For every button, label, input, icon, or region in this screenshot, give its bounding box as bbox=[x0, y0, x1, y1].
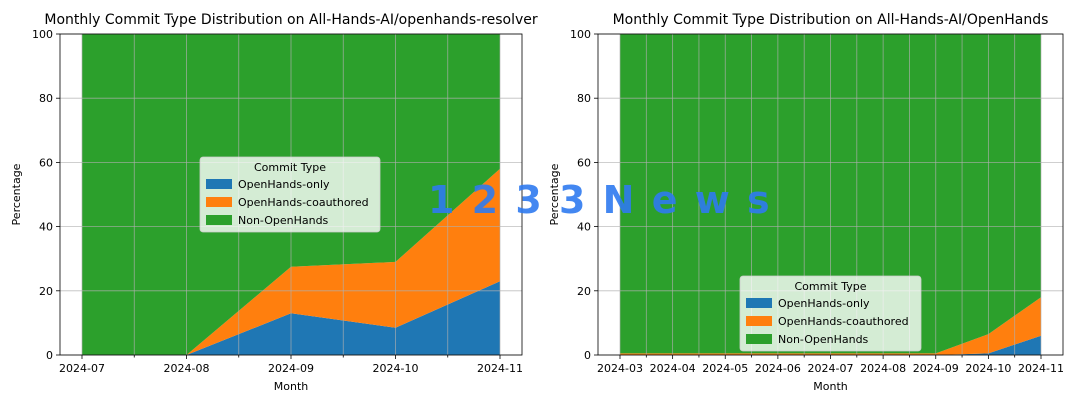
y-tick-label: 0 bbox=[46, 349, 53, 362]
x-tick-label: 2024-03 bbox=[597, 362, 643, 375]
chart-1: Monthly Commit Type Distribution on All-… bbox=[10, 12, 538, 393]
y-tick-label: 60 bbox=[39, 156, 53, 169]
y-tick-label: 40 bbox=[577, 221, 591, 234]
legend-label: OpenHands-coauthored bbox=[238, 196, 369, 209]
y-tick-label: 20 bbox=[39, 285, 53, 298]
x-tick-label: 2024-10 bbox=[965, 362, 1011, 375]
x-tick-label: 2024-09 bbox=[268, 362, 314, 375]
watermark-logo: 1 2 3 3 N e w s bbox=[428, 178, 772, 222]
y-tick-label: 80 bbox=[39, 92, 53, 105]
x-tick-label: 2024-08 bbox=[860, 362, 906, 375]
area-series-1 bbox=[620, 335, 1041, 355]
legend-swatch bbox=[206, 215, 232, 225]
x-tick-label: 2024-04 bbox=[650, 362, 696, 375]
chart-2: Monthly Commit Type Distribution on All-… bbox=[548, 12, 1064, 393]
legend-swatch bbox=[206, 197, 232, 207]
y-axis-label: Percentage bbox=[10, 163, 23, 225]
legend: Commit Type OpenHands-only OpenHands-coaut… bbox=[739, 275, 922, 352]
y-axis-label: Percentage bbox=[548, 163, 561, 225]
y-tick-label: 0 bbox=[584, 349, 591, 362]
chart-title: Monthly Commit Type Distribution on All-… bbox=[44, 12, 538, 28]
y-tick-label: 20 bbox=[577, 285, 591, 298]
x-tick-label: 2024-05 bbox=[702, 362, 748, 375]
y-tick-label: 40 bbox=[39, 221, 53, 234]
x-axis-label: Month bbox=[813, 380, 848, 393]
legend-swatch bbox=[746, 298, 772, 308]
x-tick-label: 2024-11 bbox=[477, 362, 523, 375]
legend-box bbox=[199, 156, 381, 233]
legend-swatch bbox=[746, 334, 772, 344]
area-series-2 bbox=[620, 297, 1041, 355]
legend-label: Non-OpenHands bbox=[778, 333, 869, 346]
x-tick-label: 2024-08 bbox=[164, 362, 210, 375]
x-tick-label: 2024-07 bbox=[59, 362, 105, 375]
legend-box bbox=[739, 275, 922, 352]
x-tick-label: 2024-07 bbox=[808, 362, 854, 375]
x-tick-label: 2024-06 bbox=[755, 362, 801, 375]
y-tick-label: 100 bbox=[32, 28, 53, 41]
legend-swatch bbox=[746, 316, 772, 326]
legend: Commit Type OpenHands-only OpenHands-coaut… bbox=[199, 156, 381, 233]
x-axis-label: Month bbox=[274, 380, 309, 393]
x-tick-label: 2024-11 bbox=[1018, 362, 1064, 375]
legend-label: OpenHands-only bbox=[238, 178, 330, 191]
legend-title: Commit Type bbox=[795, 280, 867, 293]
y-tick-label: 80 bbox=[577, 92, 591, 105]
x-tick-label: 2024-10 bbox=[373, 362, 419, 375]
chart-title: Monthly Commit Type Distribution on All-… bbox=[613, 12, 1049, 28]
legend-label: Non-OpenHands bbox=[238, 214, 329, 227]
y-tick-label: 60 bbox=[577, 156, 591, 169]
x-tick-label: 2024-09 bbox=[913, 362, 959, 375]
legend-label: OpenHands-only bbox=[778, 297, 870, 310]
legend-swatch bbox=[206, 179, 232, 189]
y-tick-label: 100 bbox=[570, 28, 591, 41]
legend-label: OpenHands-coauthored bbox=[778, 315, 909, 328]
legend-title: Commit Type bbox=[254, 161, 326, 174]
